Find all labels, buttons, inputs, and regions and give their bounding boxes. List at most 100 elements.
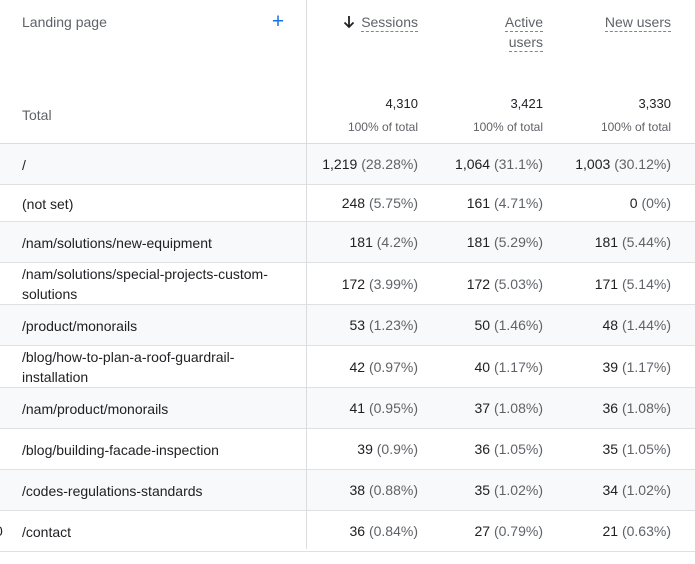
dimension-header[interactable]: Landing page (22, 14, 107, 30)
table-body: / 1,219 (28.28%) 1,064 (31.1%) 1,003 (30.12… (0, 144, 695, 552)
new-percent: (1.17%) (621, 358, 671, 375)
column-header-label: Sessions (361, 14, 418, 32)
table-row[interactable]: /product/monorails 53 (1.23%) 50 (1.46%) 48… (0, 305, 695, 346)
sessions-value: 53 (349, 317, 366, 333)
sessions-percent: (0.9%) (376, 441, 418, 457)
column-divider (306, 0, 307, 549)
new-value: 181 (594, 234, 619, 250)
new-value: 48 (602, 317, 619, 333)
landing-page-cell: /blog/building-facade-inspection (22, 440, 300, 460)
new-percent: (5.14%) (621, 275, 671, 292)
landing-page-cell: / (22, 155, 300, 175)
active-percent: (5.03%) (493, 275, 543, 292)
total-sessions: 4,310 (385, 96, 418, 111)
column-header-new-users[interactable]: New users (604, 12, 671, 32)
landing-page-text: (not set) (22, 195, 74, 212)
active-percent: (1.02%) (493, 482, 543, 498)
active-cell: 172 (5.03%) (467, 276, 543, 292)
new-cell: 21 (0.63%) (603, 523, 672, 539)
new-cell: 36 (1.08%) (603, 400, 672, 416)
sessions-percent: (0.84%) (368, 523, 418, 539)
table-row[interactable]: /nam/solutions/special-projects-custom-s… (0, 263, 695, 305)
sessions-cell: 248 (5.75%) (342, 195, 418, 211)
active-percent: (0.79%) (493, 523, 543, 539)
sessions-value: 41 (349, 400, 366, 416)
sessions-cell: 36 (0.84%) (350, 523, 419, 539)
table-row[interactable]: (not set) 248 (5.75%) 161 (4.71%) 0 (0%) (0, 185, 695, 222)
active-cell: 37 (1.08%) (475, 400, 544, 416)
column-header-active-users[interactable]: Active users (504, 12, 543, 52)
active-percent: (4.71%) (493, 195, 543, 211)
active-percent: (31.1%) (493, 156, 543, 172)
active-value: 181 (466, 234, 491, 250)
landing-page-cell: /product/monorails (22, 316, 300, 336)
new-percent: (1.08%) (621, 400, 671, 416)
active-value: 35 (474, 482, 491, 498)
sessions-value: 248 (341, 195, 366, 211)
sessions-percent: (5.75%) (368, 195, 418, 211)
table-row[interactable]: / 1,219 (28.28%) 1,064 (31.1%) 1,003 (30.12… (0, 144, 695, 185)
active-percent: (1.46%) (493, 317, 543, 333)
new-value: 0 (629, 195, 638, 211)
sessions-cell: 53 (1.23%) (350, 317, 419, 333)
total-new-users-share: 100% of total (600, 120, 671, 134)
new-cell: 0 (0%) (630, 195, 671, 211)
sessions-value: 39 (357, 441, 373, 457)
active-cell: 36 (1.05%) (475, 441, 544, 457)
table-row[interactable]: /blog/building-facade-inspection 39 (0.9%… (0, 429, 695, 470)
active-cell: 35 (1.02%) (475, 482, 544, 498)
landing-page-text: /blog/building-facade-inspection (22, 441, 219, 458)
sessions-value: 172 (341, 275, 366, 292)
sessions-cell: 39 (0.9%) (357, 441, 418, 457)
new-value: 171 (594, 275, 619, 292)
column-header-label: users (508, 34, 543, 52)
new-percent: (0.63%) (621, 523, 671, 539)
landing-page-cell: /nam/solutions/special-projects-custom-s… (22, 264, 300, 304)
report-table: Landing page + Sessions Active users New… (0, 10, 695, 552)
landing-page-cell: /contact (22, 522, 300, 542)
active-cell: 40 (1.17%) (475, 359, 544, 375)
new-percent: (1.44%) (621, 317, 671, 333)
active-cell: 50 (1.46%) (475, 317, 544, 333)
landing-page-cell: /nam/solutions/new-equipment (22, 233, 300, 253)
active-cell: 27 (0.79%) (475, 523, 544, 539)
sessions-percent: (4.2%) (376, 234, 418, 250)
landing-page-text: /nam/product/monorails (22, 400, 169, 417)
row-index-fragment: 0 (0, 523, 3, 539)
total-active-users-share: 100% of total (472, 120, 543, 134)
new-percent: (1.02%) (621, 482, 671, 498)
sessions-value: 36 (349, 523, 366, 539)
table-row[interactable]: /nam/solutions/new-equipment 181 (4.2%) 18… (0, 222, 695, 263)
sessions-cell: 42 (0.97%) (350, 359, 419, 375)
landing-page-cell: /nam/product/monorails (22, 399, 300, 419)
landing-page-text: installation (22, 369, 89, 385)
sessions-percent: (0.97%) (368, 358, 418, 375)
total-sessions-share: 100% of total (347, 120, 418, 134)
total-label: Total (22, 107, 52, 123)
landing-page-cell: /codes-regulations-standards (22, 481, 300, 501)
sessions-percent: (1.23%) (368, 317, 418, 333)
sessions-percent: (0.88%) (368, 482, 418, 498)
active-value: 36 (474, 441, 491, 457)
table-row[interactable]: /blog/how-to-plan-a-roof-guardrail-insta… (0, 346, 695, 388)
new-value: 21 (602, 523, 619, 539)
active-value: 50 (474, 317, 491, 333)
landing-page-text: /nam/solutions/new-equipment (22, 234, 212, 251)
sessions-percent: (28.28%) (361, 156, 418, 172)
column-header-label: New users (604, 14, 671, 32)
active-percent: (1.05%) (493, 441, 543, 457)
plus-icon[interactable]: + (271, 10, 285, 33)
active-percent: (1.17%) (493, 358, 543, 375)
table-row[interactable]: /codes-regulations-standards 38 (0.88%) 35… (0, 470, 695, 511)
landing-page-text: /nam/solutions/special-projects-custom- (22, 266, 268, 282)
new-cell: 35 (1.05%) (603, 441, 672, 457)
column-header-sessions[interactable]: Sessions (343, 12, 418, 34)
active-value: 27 (474, 523, 491, 539)
active-value: 37 (474, 400, 491, 416)
total-new-users: 3,330 (638, 96, 671, 111)
table-row[interactable]: /contact 36 (0.84%) 27 (0.79%) 21 (0.63%) 0 (0, 511, 695, 552)
sessions-cell: 38 (0.88%) (350, 482, 419, 498)
table-row[interactable]: /nam/product/monorails 41 (0.95%) 37 (1.08… (0, 388, 695, 429)
active-cell: 1,064 (31.1%) (455, 156, 543, 172)
sessions-value: 42 (349, 358, 366, 375)
